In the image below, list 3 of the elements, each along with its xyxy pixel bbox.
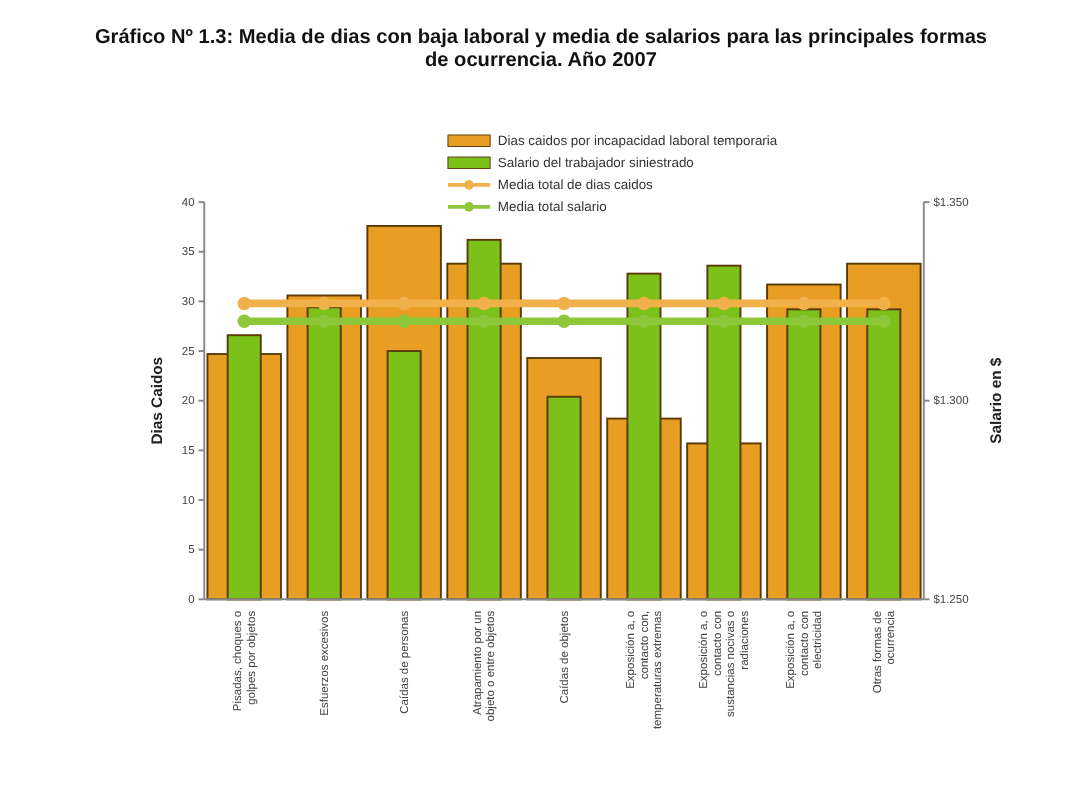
- chart-title: Gráfico Nº 1.3: Media de dias con baja laboral y media de salarios para las principales formas de ocurrencia. Año 2007: [94, 26, 988, 72]
- y2-axis-title: Salario en $: [986, 356, 1005, 444]
- y-axis-title: Dias Caidos: [148, 356, 167, 445]
